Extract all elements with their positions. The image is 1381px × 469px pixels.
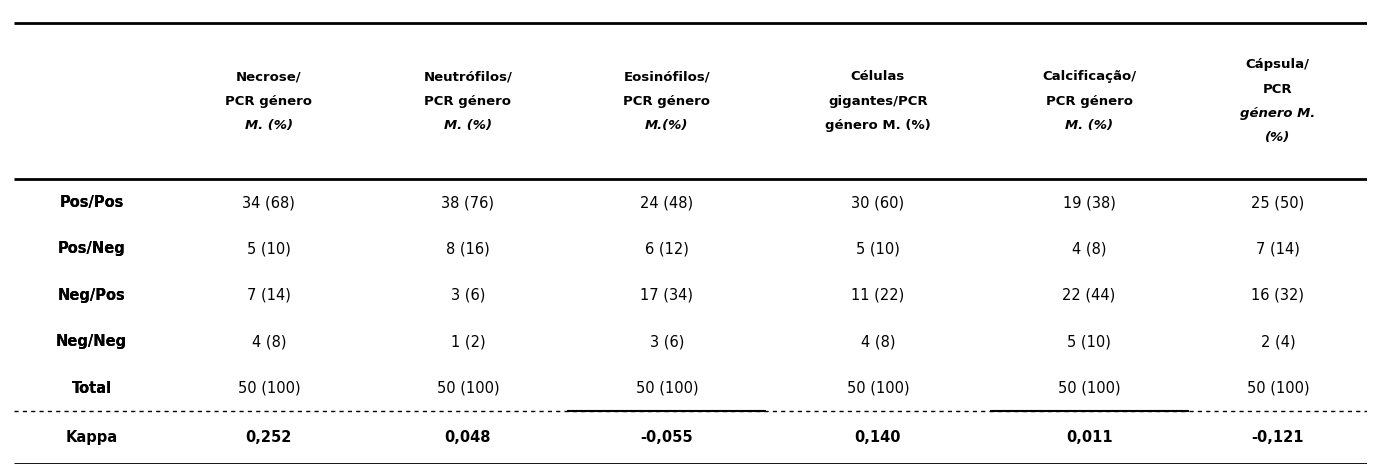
Text: M.(%): M.(%) [645,119,689,132]
Text: 5 (10): 5 (10) [856,242,900,257]
Text: 3 (6): 3 (6) [649,334,684,349]
Text: Pos/Pos: Pos/Pos [59,195,124,210]
Text: M. (%): M. (%) [1065,119,1113,132]
Text: 8 (16): 8 (16) [446,242,490,257]
Text: 4 (8): 4 (8) [251,334,286,349]
Text: 34 (68): 34 (68) [243,195,296,210]
Text: 16 (32): 16 (32) [1251,288,1305,303]
Text: 19 (38): 19 (38) [1062,195,1116,210]
Text: 38 (76): 38 (76) [442,195,494,210]
Text: M. (%): M. (%) [443,119,492,132]
Text: 7 (14): 7 (14) [247,288,291,303]
Text: Neg/Neg: Neg/Neg [57,334,127,349]
Text: PCR género: PCR género [424,95,511,108]
Text: (%): (%) [1265,131,1290,144]
Text: 5 (10): 5 (10) [247,242,291,257]
Text: género M. (%): género M. (%) [824,119,931,132]
Text: Neg/Pos: Neg/Pos [58,288,126,303]
Text: Células: Células [851,70,905,83]
Text: Calcificação/: Calcificação/ [1043,70,1137,83]
Text: PCR género: PCR género [225,95,312,108]
Text: Total: Total [72,381,112,396]
Text: 50 (100): 50 (100) [847,381,909,396]
Text: 50 (100): 50 (100) [238,381,300,396]
Text: 0,011: 0,011 [1066,431,1112,446]
Text: Necrose/: Necrose/ [236,70,301,83]
Text: 0,140: 0,140 [855,431,902,446]
Text: Neg/Pos: Neg/Pos [58,288,126,303]
Text: Pos/Neg: Pos/Neg [58,242,126,257]
Text: -0,121: -0,121 [1251,431,1304,446]
Text: Neg/Neg: Neg/Neg [57,334,127,349]
Text: 2 (4): 2 (4) [1261,334,1295,349]
Text: 1 (2): 1 (2) [450,334,485,349]
Text: 30 (60): 30 (60) [851,195,905,210]
Text: 11 (22): 11 (22) [851,288,905,303]
Text: 7 (14): 7 (14) [1255,242,1300,257]
Text: 4 (8): 4 (8) [860,334,895,349]
Text: Neutrófilos/: Neutrófilos/ [424,70,512,83]
Text: Kappa: Kappa [65,431,117,446]
Text: 17 (34): 17 (34) [641,288,693,303]
Text: Total: Total [72,381,112,396]
Text: PCR: PCR [1264,83,1293,96]
Text: Pos/Neg: Pos/Neg [58,242,126,257]
Text: 4 (8): 4 (8) [1072,242,1106,257]
Text: 6 (12): 6 (12) [645,242,689,257]
Text: 5 (10): 5 (10) [1068,334,1110,349]
Text: 25 (50): 25 (50) [1251,195,1305,210]
Text: 50 (100): 50 (100) [436,381,499,396]
Text: 0,048: 0,048 [445,431,492,446]
Text: Cápsula/: Cápsula/ [1246,58,1309,71]
Text: PCR género: PCR género [623,95,710,108]
Text: M. (%): M. (%) [244,119,293,132]
Text: Eosinófilos/: Eosinófilos/ [623,70,710,83]
Text: 0,252: 0,252 [246,431,293,446]
Text: 22 (44): 22 (44) [1062,288,1116,303]
Text: género M.: género M. [1240,107,1316,120]
Text: 3 (6): 3 (6) [450,288,485,303]
Text: 50 (100): 50 (100) [635,381,699,396]
Text: PCR género: PCR género [1045,95,1132,108]
Text: Pos/Pos: Pos/Pos [59,195,124,210]
Text: 24 (48): 24 (48) [641,195,693,210]
Text: gigantes/PCR: gigantes/PCR [829,95,928,108]
Text: -0,055: -0,055 [641,431,693,446]
Text: 50 (100): 50 (100) [1058,381,1120,396]
Text: 50 (100): 50 (100) [1247,381,1309,396]
